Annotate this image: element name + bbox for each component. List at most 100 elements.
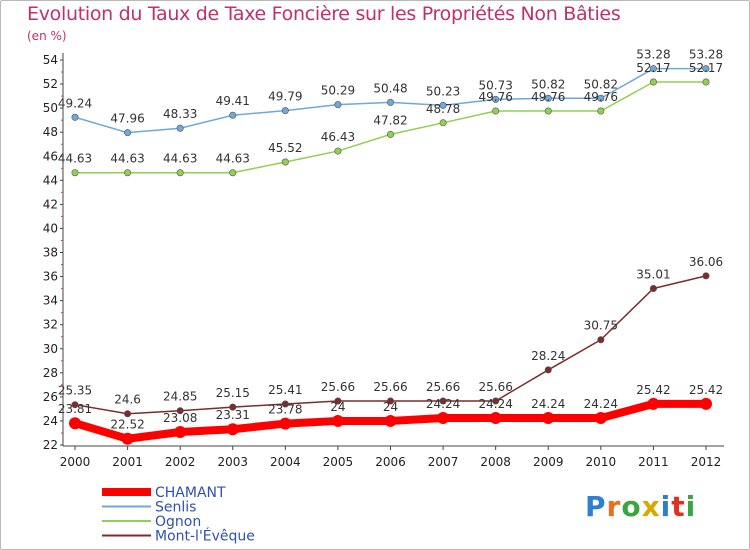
y-tick-label: 24: [43, 414, 58, 428]
data-label: 52.17: [636, 61, 670, 75]
data-label: 25.42: [689, 383, 723, 397]
data-point: [544, 107, 552, 115]
data-label: 53.28: [689, 48, 723, 62]
data-point: [384, 414, 397, 427]
data-point: [386, 130, 394, 138]
data-label: 23.81: [58, 402, 92, 416]
data-label: 24: [330, 400, 345, 414]
data-label: 49.79: [268, 90, 302, 104]
data-label: 49.24: [58, 96, 92, 110]
x-tick-label: 2007: [428, 455, 459, 469]
data-label: 49.76: [531, 90, 565, 104]
y-tick-label: 32: [43, 318, 58, 332]
data-point: [597, 94, 605, 102]
data-label: 23.78: [268, 403, 302, 417]
data-label: 24.24: [584, 397, 618, 411]
data-point: [437, 412, 450, 425]
y-tick-label: 36: [43, 270, 58, 284]
legend-label: CHAMANT: [155, 485, 226, 501]
data-label: 25.66: [373, 380, 407, 394]
y-tick-label: 52: [43, 77, 58, 91]
data-label: 24.24: [426, 397, 460, 411]
data-point: [281, 158, 289, 166]
data-label: 22.52: [110, 418, 144, 432]
data-label: 45.52: [268, 141, 302, 155]
chart-title: Evolution du Taux de Taxe Foncière sur l…: [27, 3, 621, 25]
data-point: [542, 412, 555, 425]
data-point: [334, 101, 342, 109]
data-point: [492, 95, 500, 103]
data-point: [229, 403, 237, 411]
data-point: [597, 107, 605, 115]
proxiti-logo: Proxiti: [585, 490, 697, 523]
data-point: [226, 423, 239, 436]
data-point: [176, 124, 184, 132]
data-point: [649, 78, 657, 86]
x-tick-label: 2003: [217, 455, 248, 469]
y-tick-label: 38: [43, 246, 58, 260]
data-point: [229, 111, 237, 119]
data-label: 44.63: [110, 152, 144, 166]
y-tick-label: 22: [43, 438, 58, 452]
data-point: [702, 78, 710, 86]
data-point: [124, 129, 132, 137]
data-point: [492, 397, 500, 405]
x-tick-label: 2011: [638, 455, 669, 469]
y-tick-label: 54: [43, 53, 58, 67]
axes: 22 24 26 28 30 32 34 36 38 40 42 44 46 48 50 52 54 2000 20…: [43, 53, 724, 469]
data-label: 50.73: [478, 78, 512, 92]
data-label: 24.24: [531, 397, 565, 411]
data-label: 24.24: [478, 397, 512, 411]
y-tick-label: 42: [43, 197, 58, 211]
series-layer: [69, 65, 712, 445]
data-point: [439, 119, 447, 127]
data-label: 49.76: [584, 90, 618, 104]
data-point: [334, 397, 342, 405]
legend-label: Mont-l'Évêque: [155, 528, 255, 545]
data-point: [176, 407, 184, 415]
data-point: [124, 410, 132, 418]
data-label: 50.29: [321, 84, 355, 98]
data-label: 25.35: [58, 384, 92, 398]
chart-subtitle: (en %): [27, 29, 67, 43]
data-label: 25.66: [426, 380, 460, 394]
data-point: [386, 98, 394, 106]
data-point: [121, 432, 134, 445]
data-point: [544, 366, 552, 374]
data-label: 49.41: [216, 94, 250, 108]
legend-label: Ognon: [155, 514, 201, 530]
y-tick-label: 46: [43, 149, 58, 163]
data-point: [597, 336, 605, 344]
data-point: [331, 414, 344, 427]
data-point: [544, 94, 552, 102]
data-label: 25.66: [478, 380, 512, 394]
data-point: [386, 397, 394, 405]
data-label: 47.96: [110, 112, 144, 126]
data-label: 49.76: [478, 90, 512, 104]
y-tick-label: 34: [43, 294, 58, 308]
data-label: 44.63: [58, 152, 92, 166]
data-point: [229, 169, 237, 177]
data-label: 24.85: [163, 390, 197, 404]
data-point: [71, 401, 79, 409]
y-tick-label: 48: [43, 125, 58, 139]
y-tick-label: 26: [43, 390, 58, 404]
data-point: [71, 169, 79, 177]
data-label: 44.63: [163, 152, 197, 166]
x-tick-label: 2005: [323, 455, 354, 469]
data-point: [647, 397, 660, 410]
data-label: 52.17: [689, 61, 723, 75]
y-tick-label: 28: [43, 366, 58, 380]
data-label: 25.41: [268, 383, 302, 397]
x-tick-label: 2009: [533, 455, 564, 469]
data-point: [700, 397, 712, 410]
data-point: [702, 65, 710, 73]
x-tick-label: 2004: [270, 455, 301, 469]
data-label: 50.23: [426, 84, 460, 98]
data-point: [334, 147, 342, 155]
data-label: 50.82: [531, 77, 565, 91]
data-point: [649, 284, 657, 292]
y-tick-label: 50: [43, 101, 58, 115]
legend-label: Senlis: [155, 500, 196, 516]
